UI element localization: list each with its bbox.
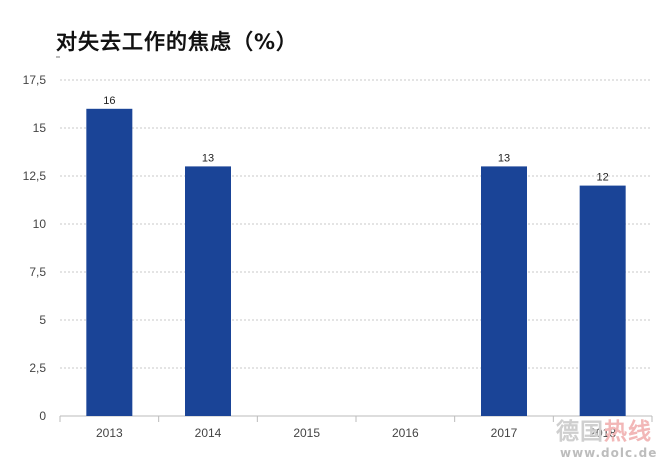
x-tick-label: 2014 bbox=[195, 426, 222, 440]
bar-value-label: 13 bbox=[202, 152, 214, 164]
bar-value-label: 16 bbox=[103, 95, 115, 107]
gridlines bbox=[60, 79, 652, 369]
y-tick-label: 15 bbox=[33, 121, 47, 135]
y-tick-label: 5 bbox=[39, 313, 46, 327]
x-tick-label: 2017 bbox=[491, 426, 518, 440]
x-tick-label: 2013 bbox=[96, 426, 123, 440]
x-tick-label: 2016 bbox=[392, 426, 419, 440]
y-tick-label: 0 bbox=[39, 409, 46, 423]
y-tick-label: 7,5 bbox=[29, 265, 46, 279]
watermark-logo: 德国热线 bbox=[556, 412, 652, 446]
labels: 0 2,5 5 7,5 10 12,5 15 17,5 16 2013 13 2014 2015 2016… bbox=[23, 73, 617, 440]
bars bbox=[86, 108, 626, 417]
y-tick-label: 10 bbox=[33, 217, 47, 231]
title-underline-mark bbox=[56, 56, 60, 58]
x-tick-label: 2018 bbox=[589, 426, 616, 440]
watermark-part1: 德国 bbox=[556, 419, 604, 445]
axes bbox=[59, 415, 653, 422]
watermark-part2: 热线 bbox=[604, 419, 652, 445]
bar-2014 bbox=[185, 166, 231, 416]
y-tick-label: 17,5 bbox=[23, 73, 47, 87]
bar-2018 bbox=[579, 185, 626, 416]
y-tick-label: 2,5 bbox=[29, 361, 46, 375]
watermark-url: www.dolc.de bbox=[560, 446, 658, 460]
bar-2017 bbox=[481, 166, 527, 416]
bar-2013 bbox=[86, 108, 133, 417]
bar-value-label: 13 bbox=[498, 152, 510, 164]
bar-value-label: 12 bbox=[597, 172, 609, 184]
chart-title: 对失去工作的焦虑（%） bbox=[56, 30, 299, 54]
y-tick-label: 12,5 bbox=[23, 169, 47, 183]
x-tick-label: 2015 bbox=[293, 426, 320, 440]
